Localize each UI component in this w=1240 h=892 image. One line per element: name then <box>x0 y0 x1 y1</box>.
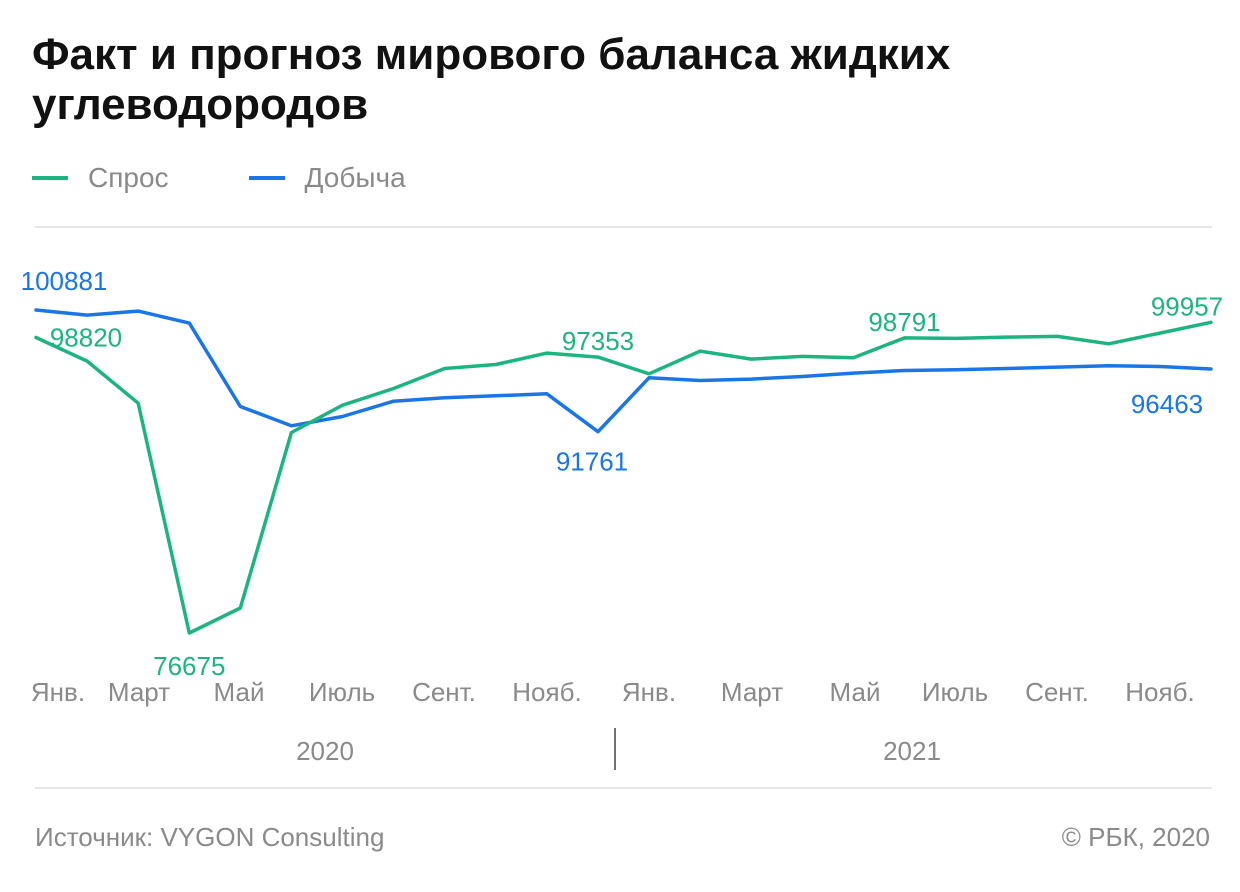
x-tick-label: Нояб. <box>512 677 581 707</box>
legend-item-production: Добыча <box>248 162 406 194</box>
x-tick-label: Янв. <box>622 677 676 707</box>
x-tick-label: Сент. <box>1025 677 1089 707</box>
x-tick-label: Май <box>214 677 265 707</box>
copyright-note: © РБК, 2020 <box>1061 822 1210 852</box>
data-label: 100881 <box>21 266 108 296</box>
legend-swatch-production <box>248 176 285 180</box>
data-label: 99957 <box>1151 291 1223 321</box>
legend-label-demand: Спрос <box>88 162 169 193</box>
x-tick-label: Нояб. <box>1125 677 1194 707</box>
series-line-production <box>34 308 1213 434</box>
x-tick-label: Янв. <box>31 677 85 707</box>
x-tick-label: Март <box>108 677 170 707</box>
data-label: 98791 <box>868 307 940 337</box>
year-label: 2021 <box>883 736 941 766</box>
legend: Спрос Добыча <box>32 160 486 196</box>
series-line-demand <box>34 320 1213 635</box>
x-tick-label: Сент. <box>412 677 476 707</box>
year-label: 2020 <box>296 736 354 766</box>
line-chart: 100881 98820 76675 97353 91761 98791 99957 9646… <box>21 226 1223 789</box>
x-tick-label: Июль <box>309 677 375 707</box>
data-label: 96463 <box>1131 389 1203 419</box>
x-tick-label: Май <box>830 677 881 707</box>
legend-item-demand: Спрос <box>32 162 169 194</box>
x-tick-label: Март <box>721 677 783 707</box>
legend-label-production: Добыча <box>304 162 406 193</box>
chart-title: Факт и прогноз мирового баланса жидких у… <box>32 30 951 129</box>
data-label: 97353 <box>562 326 634 356</box>
data-label: 98820 <box>50 323 122 353</box>
legend-swatch-demand <box>32 176 68 180</box>
source-note: Источник: VYGON Consulting <box>35 822 385 852</box>
data-label: 76675 <box>153 651 225 681</box>
x-tick-label: Июль <box>922 677 988 707</box>
data-label: 91761 <box>556 447 628 477</box>
